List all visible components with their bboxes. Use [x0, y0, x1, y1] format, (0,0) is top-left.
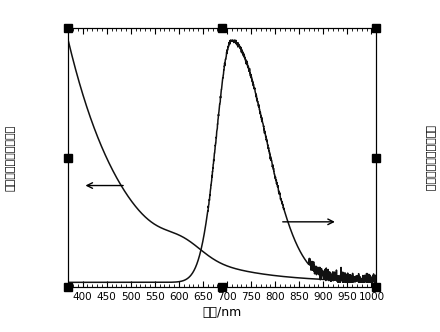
- X-axis label: 波长/nm: 波长/nm: [202, 306, 242, 319]
- Text: 归一化的紫外吸收强度: 归一化的紫外吸收强度: [6, 124, 16, 191]
- Text: 归一化的荚光发射强度: 归一化的荚光发射强度: [424, 124, 434, 191]
